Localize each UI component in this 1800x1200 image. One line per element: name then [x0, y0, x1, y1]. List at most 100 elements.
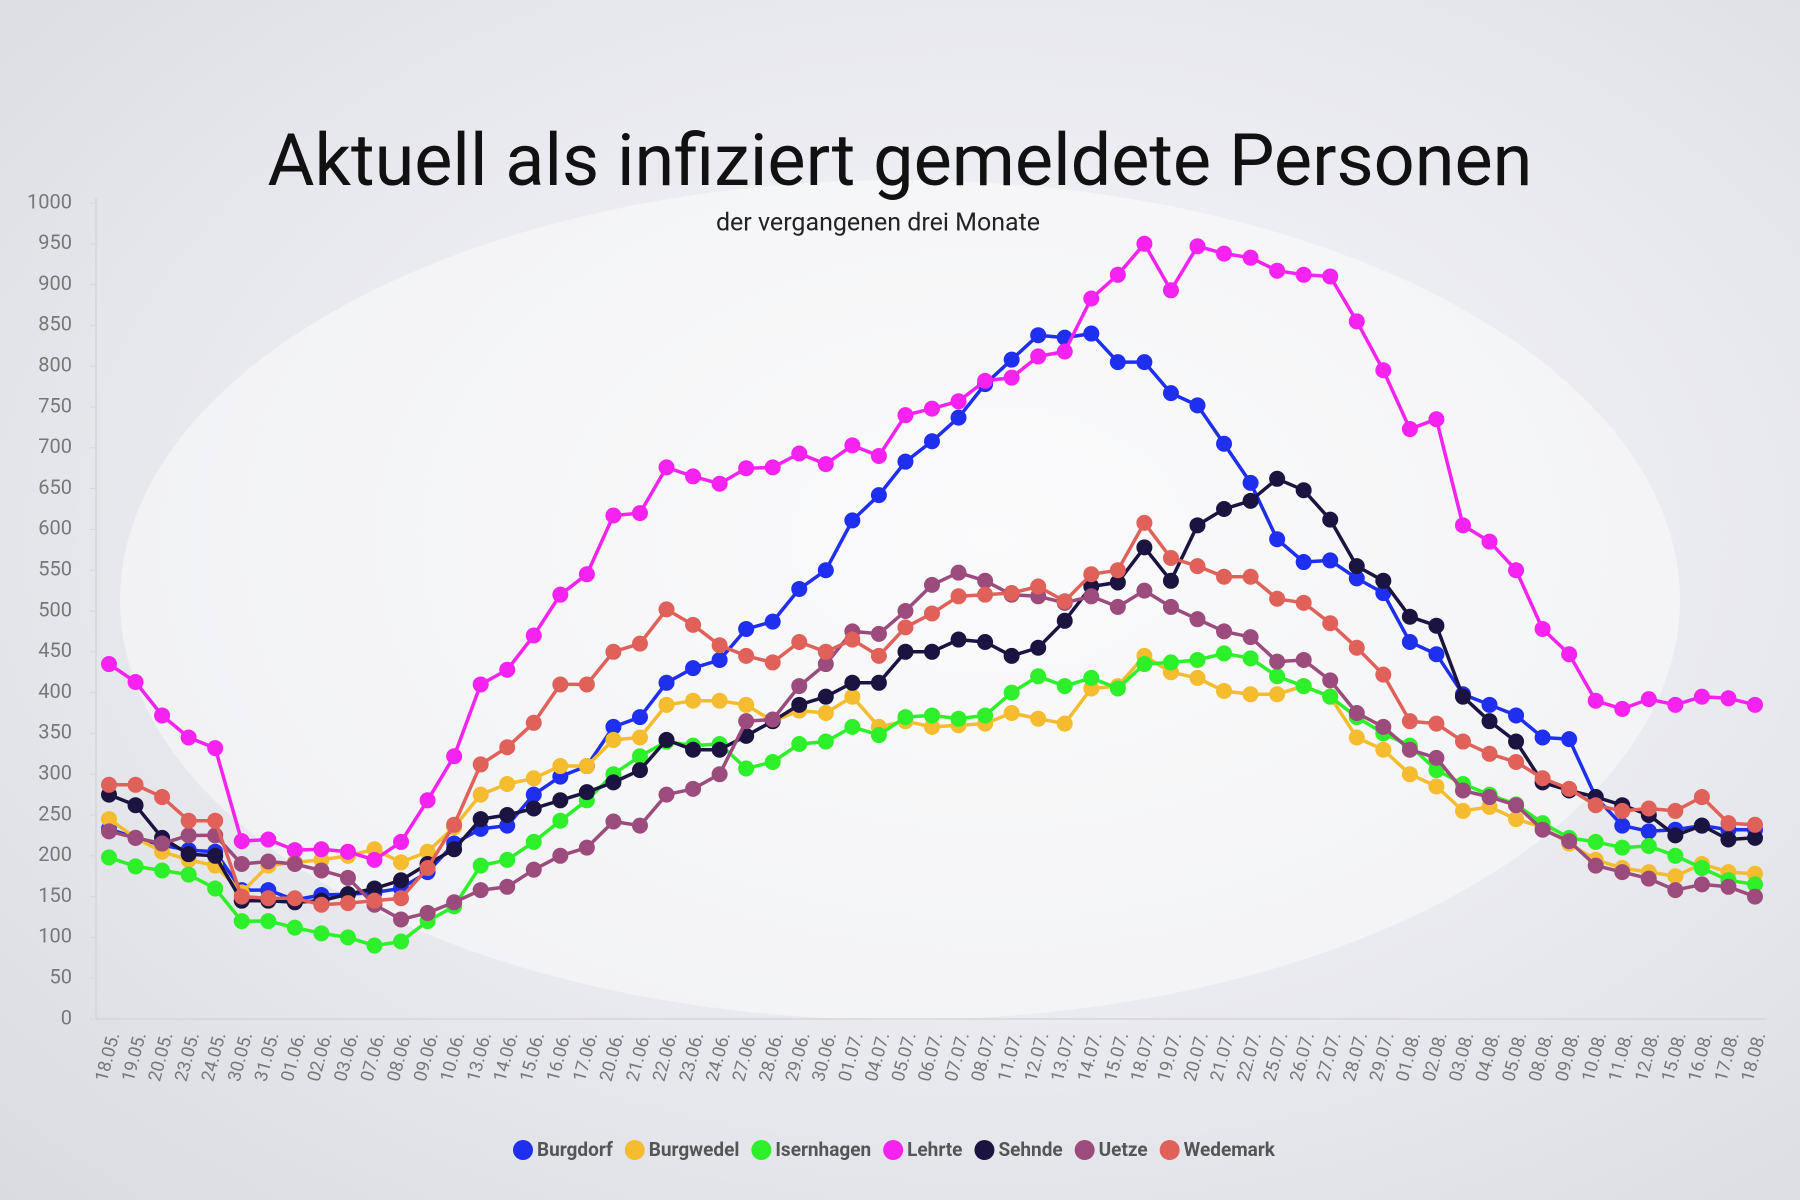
data-point — [1693, 688, 1710, 705]
data-point — [525, 861, 542, 878]
data-point — [154, 862, 171, 879]
data-point — [1401, 421, 1418, 438]
legend-label: Lehrte — [907, 1138, 962, 1161]
data-point — [552, 758, 569, 775]
data-point — [1481, 713, 1498, 730]
data-point — [446, 894, 463, 911]
data-point — [180, 827, 197, 844]
data-point — [1056, 678, 1073, 695]
data-point — [552, 586, 569, 603]
data-point — [1269, 262, 1286, 279]
data-point — [1216, 245, 1233, 262]
data-point — [1136, 514, 1153, 531]
data-point — [393, 872, 410, 889]
data-point — [605, 774, 622, 791]
data-point — [1003, 351, 1020, 368]
data-point — [631, 635, 648, 652]
data-point — [791, 696, 808, 713]
legend-marker — [1074, 1140, 1095, 1160]
data-point — [207, 847, 224, 864]
data-point — [499, 807, 516, 823]
y-tick-label: 750 — [38, 393, 72, 417]
data-point — [1030, 578, 1047, 595]
data-point — [1003, 647, 1020, 664]
data-point — [393, 833, 410, 850]
data-point — [339, 895, 356, 912]
data-point — [950, 588, 967, 605]
data-point — [1667, 882, 1684, 899]
data-point — [1295, 651, 1312, 668]
data-point — [764, 711, 781, 728]
data-point — [1030, 668, 1047, 685]
data-point — [658, 696, 675, 713]
data-point — [260, 853, 277, 870]
data-point — [1375, 718, 1392, 735]
data-point — [1587, 797, 1604, 814]
data-point — [924, 605, 940, 622]
data-point — [207, 880, 224, 897]
legend-marker — [624, 1140, 645, 1160]
data-point — [499, 851, 516, 868]
legend-marker — [751, 1140, 772, 1160]
legend-label: Burgdorf — [537, 1138, 613, 1161]
y-tick-label: 0 — [61, 1005, 72, 1029]
y-tick-label: 100 — [38, 924, 72, 948]
data-point — [286, 890, 303, 907]
data-point — [127, 776, 144, 793]
y-tick-label: 850 — [38, 312, 72, 336]
data-point — [1375, 741, 1392, 758]
data-point — [260, 890, 277, 907]
data-point — [1401, 608, 1418, 625]
data-point — [552, 676, 569, 693]
data-point — [233, 855, 250, 872]
data-point — [1401, 741, 1418, 758]
data-point — [1534, 729, 1551, 746]
data-point — [1136, 235, 1153, 252]
data-point — [154, 707, 171, 724]
data-point — [1587, 857, 1604, 874]
data-point — [738, 647, 755, 664]
data-point — [1534, 821, 1551, 838]
data-point — [207, 740, 224, 757]
data-point — [1640, 823, 1657, 840]
data-point — [1640, 691, 1657, 708]
y-tick-label: 1000 — [27, 189, 72, 213]
data-point — [897, 603, 914, 619]
data-point — [711, 637, 728, 654]
data-point — [1348, 558, 1365, 575]
data-point — [446, 748, 463, 765]
data-point — [1216, 682, 1233, 699]
data-point — [1561, 833, 1578, 850]
data-point — [1083, 325, 1100, 342]
data-point — [711, 741, 728, 758]
data-point — [685, 660, 702, 677]
data-point — [1056, 593, 1073, 610]
y-tick-label: 600 — [38, 516, 72, 540]
data-point — [180, 866, 197, 883]
data-point — [1401, 713, 1418, 730]
data-point — [233, 833, 250, 850]
data-point — [1667, 847, 1684, 864]
y-tick-label: 250 — [38, 801, 72, 825]
data-point — [631, 817, 648, 834]
series — [101, 514, 1763, 913]
data-point — [1216, 623, 1233, 640]
data-point — [685, 616, 702, 633]
data-point — [472, 857, 489, 874]
y-tick-label: 800 — [38, 352, 72, 376]
data-point — [924, 707, 940, 724]
data-point — [1322, 268, 1339, 285]
data-point — [950, 409, 967, 426]
data-point — [180, 846, 197, 863]
data-point — [1269, 668, 1286, 685]
data-point — [1587, 692, 1604, 709]
data-point — [1322, 552, 1339, 569]
data-point — [1003, 585, 1020, 602]
series — [101, 235, 1763, 868]
data-point — [1295, 554, 1312, 571]
data-point — [1587, 833, 1604, 850]
data-point — [791, 634, 808, 651]
data-point — [738, 713, 755, 730]
data-point — [339, 869, 356, 886]
data-point — [1003, 684, 1020, 701]
